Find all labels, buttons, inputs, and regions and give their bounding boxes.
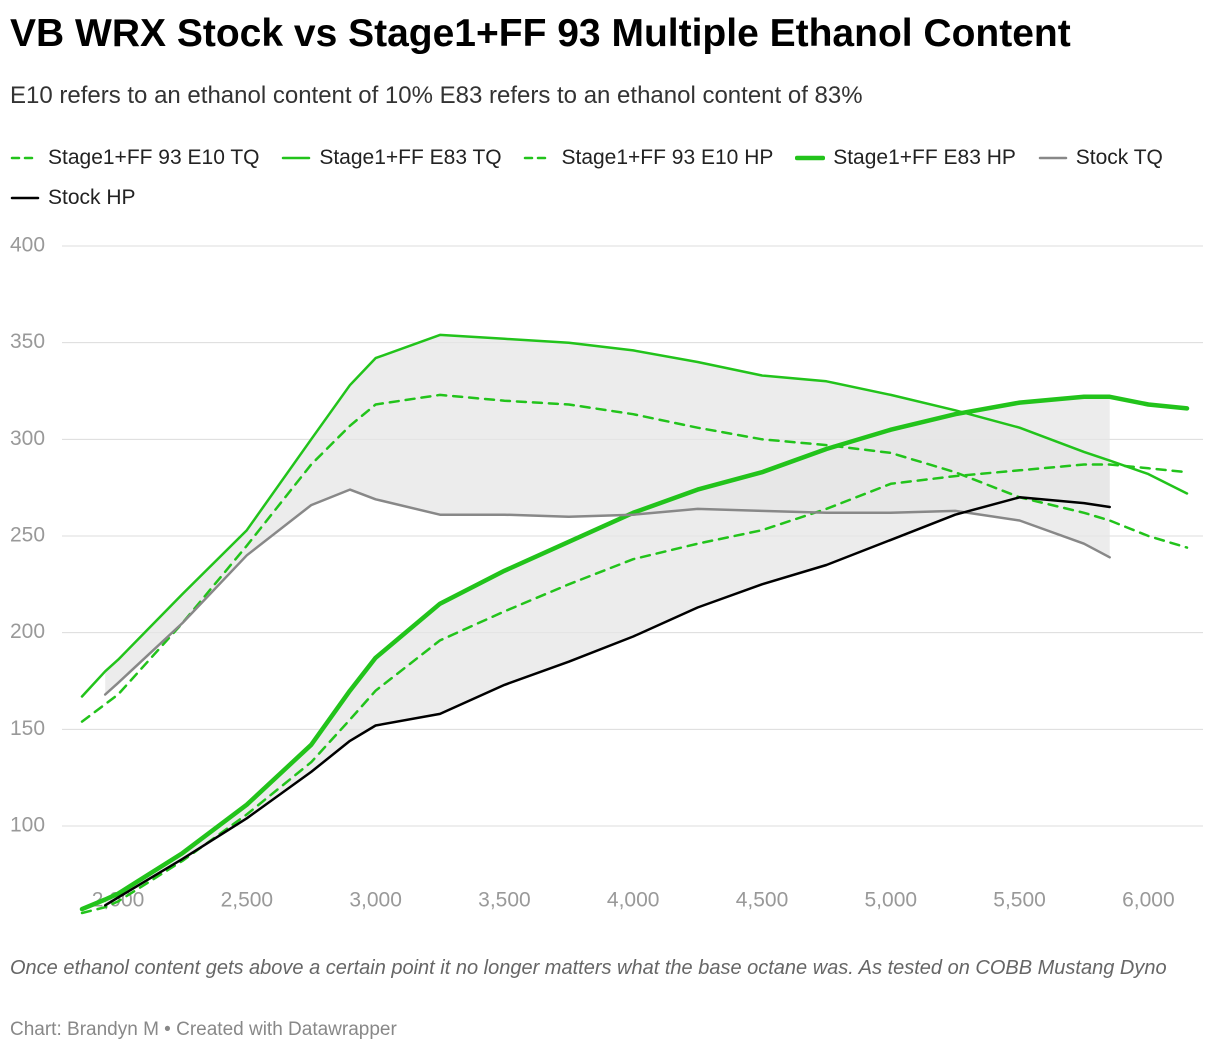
legend-label: Stage1+FF 93 E10 HP	[561, 146, 774, 169]
x-tick-label: 5,000	[865, 889, 918, 912]
x-tick-label: 4,000	[607, 889, 660, 912]
legend-item: Stock TQ	[1038, 146, 1163, 169]
chart-subtitle: E10 refers to an ethanol content of 10% …	[10, 82, 863, 109]
legend-label: Stage1+FF 93 E10 TQ	[48, 146, 260, 169]
legend-item: Stage1+FF 93 E10 TQ	[10, 146, 260, 169]
chart-title: VB WRX Stock vs Stage1+FF 93 Multiple Et…	[10, 12, 1071, 55]
legend-label: Stage1+FF E83 TQ	[319, 146, 502, 169]
x-tick-label: 2,500	[221, 889, 274, 912]
range-band	[105, 396, 1110, 906]
x-tick-label: 4,500	[736, 889, 789, 912]
legend-item: Stage1+FF 93 E10 HP	[523, 146, 773, 169]
legend-item: Stage1+FF E83 TQ	[281, 146, 502, 169]
x-tick-label: 3,000	[349, 889, 402, 912]
legend: Stage1+FF 93 E10 TQ Stage1+FF E83 TQ Sta…	[10, 138, 1210, 218]
x-tick-label: 6,000	[1122, 889, 1175, 912]
line-series	[80, 333, 1189, 698]
y-tick-label: 400	[10, 234, 45, 257]
y-tick-label: 200	[10, 620, 45, 643]
legend-swatch	[10, 157, 40, 160]
legend-swatch	[795, 156, 826, 161]
legend-item: Stage1+FF E83 HP	[795, 146, 1016, 169]
legend-label: Stock HP	[48, 186, 136, 209]
y-tick-label: 100	[10, 814, 45, 837]
legend-swatch	[282, 157, 311, 160]
x-tick-label: 3,500	[478, 889, 531, 912]
line-series	[79, 394, 1190, 912]
legend-swatch	[1038, 157, 1067, 160]
line-series	[103, 488, 1111, 696]
line-series	[103, 496, 1111, 907]
chart-notes: Once ethanol content gets above a certai…	[10, 957, 1167, 979]
y-tick-label: 150	[10, 717, 45, 740]
legend-swatch	[524, 157, 553, 160]
legend-swatch	[10, 197, 40, 200]
chart-credit: Chart: Brandyn M • Created with Datawrap…	[10, 1019, 397, 1040]
y-tick-label: 300	[10, 427, 45, 450]
legend-item: Stock HP	[10, 186, 136, 209]
y-tick-label: 250	[10, 524, 45, 547]
x-tick-label: 5,500	[993, 889, 1046, 912]
legend-label: Stock TQ	[1075, 146, 1163, 169]
legend-label: Stage1+FF E83 HP	[833, 146, 1016, 169]
line-series	[80, 393, 1189, 723]
y-tick-label: 350	[10, 330, 45, 353]
